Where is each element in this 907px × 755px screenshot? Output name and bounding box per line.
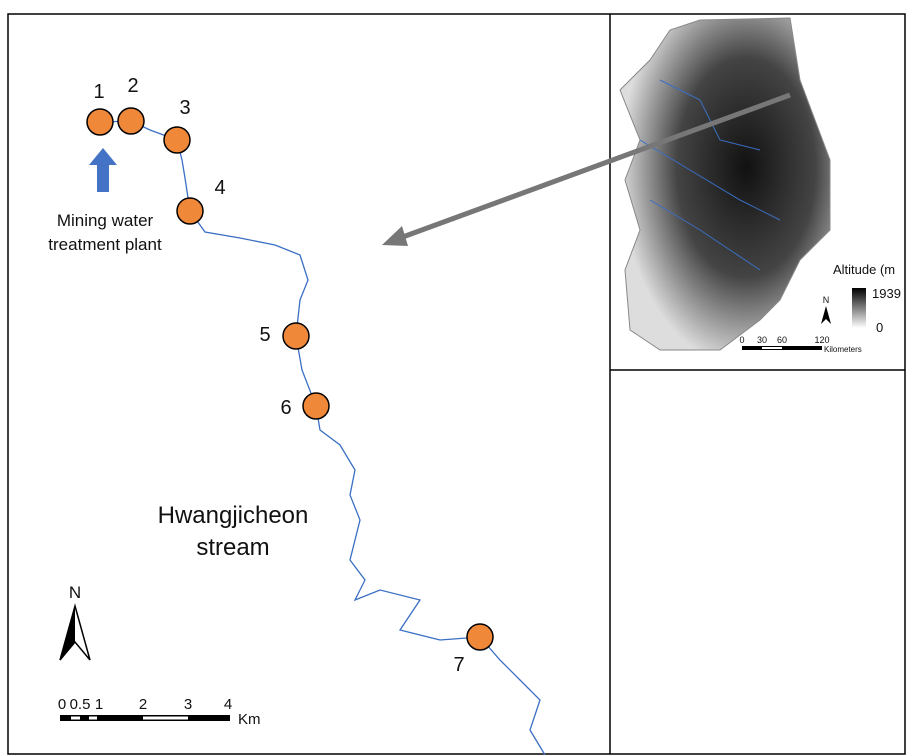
site-label: 6 — [280, 397, 291, 419]
site-label: 5 — [259, 324, 270, 346]
scale-label: 1 — [95, 696, 103, 713]
plant-label: treatment plant — [48, 235, 162, 254]
scale-label: 0.5 — [70, 696, 91, 713]
plant-label: Mining water — [57, 211, 154, 230]
relief — [620, 18, 830, 350]
legend-max: 1939 — [872, 286, 901, 301]
site-label: 3 — [179, 97, 190, 119]
site-label: 1 — [93, 81, 104, 103]
site-marker — [303, 393, 329, 419]
scale-unit: Kilometers — [824, 345, 862, 354]
site-marker — [467, 624, 493, 650]
site-marker — [164, 127, 190, 153]
scale-bar — [762, 347, 782, 349]
site-marker — [118, 108, 144, 134]
stream-label: Hwangjicheon — [158, 502, 309, 529]
site-label: 7 — [453, 654, 464, 676]
north-arrow — [821, 306, 831, 324]
scale-bar — [89, 717, 97, 720]
site-marker — [87, 109, 113, 135]
scale-label: 60 — [777, 335, 787, 345]
site-label: 4 — [214, 177, 225, 199]
sites: 1 2 3 4 5 6 7 — [87, 75, 493, 676]
legend-min: 0 — [876, 320, 883, 335]
scale-label: 0 — [58, 696, 66, 713]
site-marker — [177, 198, 203, 224]
scale-bar — [71, 717, 80, 720]
north-label: N — [69, 583, 81, 602]
scale-label: 4 — [224, 696, 232, 713]
legend-title: Altitude (m — [833, 262, 895, 277]
stream-label: stream — [196, 534, 269, 561]
map-figure: Altitude (m 1939 0 N 0 30 60 120 Kilomet… — [0, 0, 907, 755]
scale-label: 3 — [184, 696, 192, 713]
locator-arrow-head — [382, 226, 408, 246]
plant-arrow — [89, 148, 117, 192]
scale-label: 0 — [739, 335, 744, 345]
scale-label: 120 — [814, 335, 829, 345]
north-label: N — [823, 295, 830, 305]
site-marker — [283, 323, 309, 349]
stream — [100, 121, 545, 755]
legend-ramp — [852, 288, 866, 328]
scale-label: 30 — [757, 335, 767, 345]
scale-label: 2 — [139, 696, 147, 713]
scale-bar — [143, 717, 188, 720]
site-label: 2 — [127, 75, 138, 97]
inset-map: Altitude (m 1939 0 N 0 30 60 120 Kilomet… — [620, 18, 901, 354]
scale-unit: Km — [238, 711, 261, 728]
